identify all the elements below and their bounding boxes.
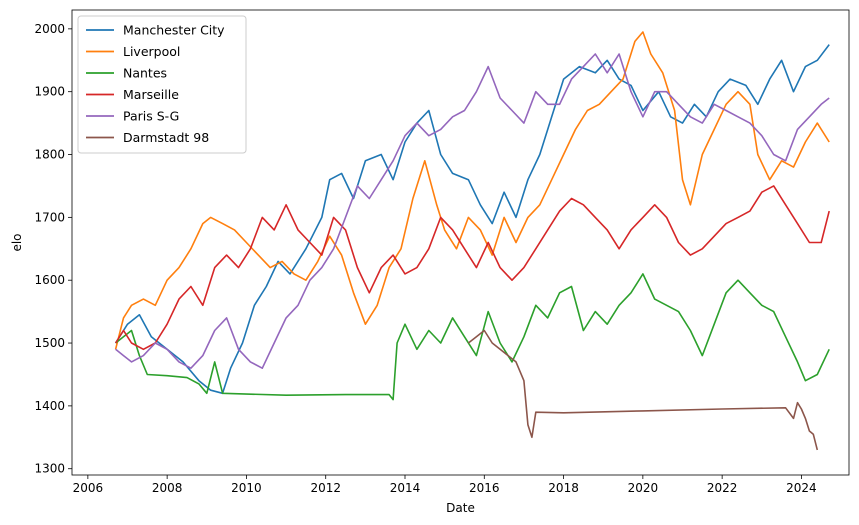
series-line-5 (467, 329, 819, 451)
plot-frame (71, 9, 850, 476)
series-line-3 (114, 185, 830, 351)
y-tick-label: 2000 (34, 22, 65, 36)
y-axis: 1300 1400 1500 1600 1700 1800 1900 2000 (34, 22, 72, 476)
legend-box (77, 15, 247, 154)
x-tick-label: 2010 (231, 481, 262, 495)
x-tick-label: 2006 (73, 481, 104, 495)
x-axis: 2006 2008 2010 2012 2014 2016 2018 2020 2022 2024 (73, 475, 817, 495)
y-tick-label: 1800 (34, 148, 65, 162)
series-layer (114, 31, 830, 451)
legend-label: Nantes (123, 66, 167, 81)
legend: Manchester City Liverpool Nantes Marseille P… (77, 15, 247, 154)
x-tick-label: 2024 (786, 481, 817, 495)
x-tick-label: 2020 (628, 481, 659, 495)
series-line-2 (115, 273, 830, 401)
x-tick-label: 2022 (707, 481, 738, 495)
x-tick-label: 2018 (548, 481, 579, 495)
y-tick-label: 1500 (34, 336, 65, 350)
x-tick-label: 2012 (310, 481, 341, 495)
y-axis-label: elo (10, 233, 24, 251)
y-tick-label: 1300 (34, 462, 65, 476)
legend-label: Liverpool (123, 44, 180, 59)
y-tick-label: 1900 (34, 85, 65, 99)
series-line-4 (115, 53, 830, 369)
legend-label: Manchester City (123, 23, 225, 38)
legend-label: Marseille (123, 87, 179, 102)
series-line-0 (114, 44, 830, 395)
x-tick-label: 2008 (152, 481, 183, 495)
x-tick-label: 2014 (390, 481, 421, 495)
x-axis-label: Date (446, 501, 475, 515)
series-line-1 (114, 31, 830, 350)
legend-label: Darmstadt 98 (123, 130, 209, 145)
y-tick-label: 1700 (34, 210, 65, 224)
x-tick-label: 2016 (469, 481, 500, 495)
legend-label: Paris S-G (123, 109, 179, 124)
y-tick-label: 1600 (34, 273, 65, 287)
y-tick-label: 1400 (34, 399, 65, 413)
